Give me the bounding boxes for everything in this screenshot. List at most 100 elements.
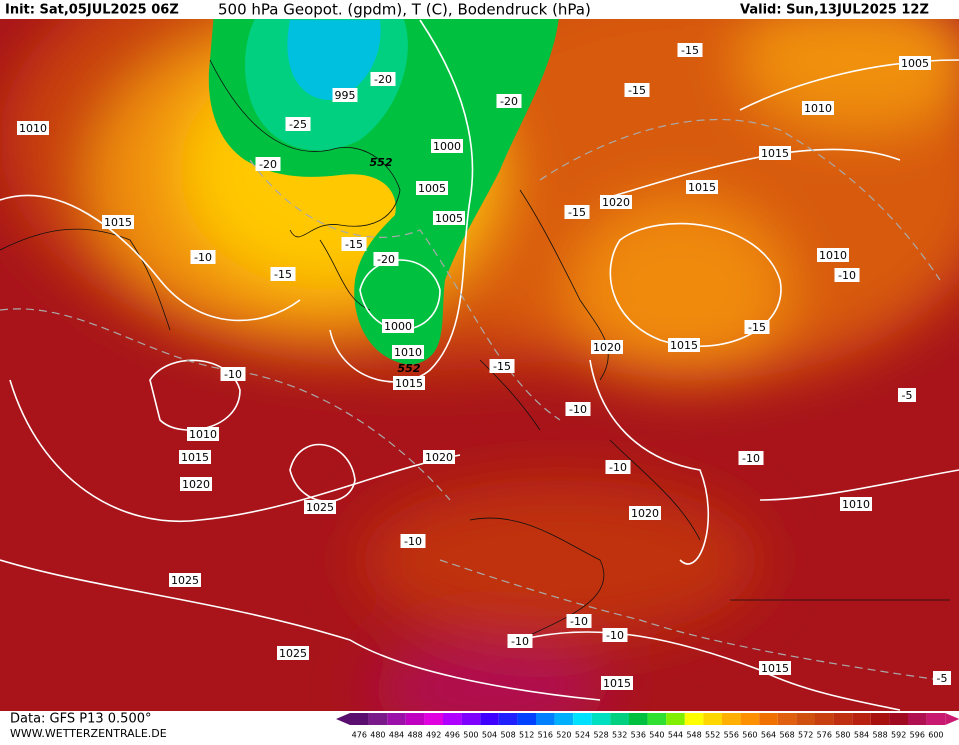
scale-label: 560 (742, 731, 757, 740)
scale-label: 540 (649, 731, 664, 740)
contour-label: -15 (568, 206, 586, 219)
scale-label: 568 (779, 731, 794, 740)
scale-box (703, 713, 722, 725)
scale-label: 600 (928, 731, 943, 740)
scale-label: 504 (482, 731, 497, 740)
scale-box (777, 713, 797, 725)
trough-center (287, 20, 381, 100)
label-box (179, 450, 211, 464)
scale-label: 516 (538, 731, 553, 740)
contour-label: -20 (259, 158, 277, 171)
label-box (270, 267, 296, 281)
scale-label: 564 (761, 731, 776, 740)
valid-time: Valid: Sun,13JUL2025 12Z (740, 3, 929, 18)
contour-label: -5 (937, 672, 948, 685)
scale-label: 584 (854, 731, 869, 740)
website: WWW.WETTERZENTRALE.DE (10, 727, 167, 740)
contour-label: -20 (500, 95, 518, 108)
scale-label: 508 (500, 731, 515, 740)
label-box (605, 460, 631, 474)
contour-label: -10 (570, 615, 588, 628)
scale-label: 476 (352, 731, 367, 740)
contour-label: -10 (838, 269, 856, 282)
scale-box (796, 713, 815, 725)
label-box (382, 319, 414, 333)
label-box (496, 94, 522, 108)
contour-label: 1015 (181, 451, 209, 464)
contour-label: -10 (609, 461, 627, 474)
contour-label: 1000 (433, 140, 461, 153)
label-box (190, 250, 216, 264)
scale-box (666, 713, 685, 725)
label-box (624, 83, 650, 97)
label-box (423, 450, 455, 464)
scale-box (610, 713, 629, 725)
scale-label: 488 (407, 731, 422, 740)
label-box (834, 268, 860, 282)
height-label: 552 (398, 362, 421, 375)
label-box (759, 146, 791, 160)
contour-label: 1015 (395, 377, 423, 390)
scale-label: 572 (798, 731, 813, 740)
contour-label: -25 (289, 118, 307, 131)
contour-label: -20 (374, 73, 392, 86)
label-box (602, 628, 628, 642)
contour-label: -10 (606, 629, 624, 642)
label-box (744, 320, 770, 334)
scale-box (870, 713, 890, 725)
label-box (285, 117, 311, 131)
label-box (102, 215, 134, 229)
label-box (668, 338, 700, 352)
contour-label: -10 (194, 251, 212, 264)
scale-box (629, 713, 648, 725)
label-box (817, 248, 849, 262)
scale-label: 580 (835, 731, 850, 740)
label-box (332, 88, 358, 102)
label-box (738, 451, 764, 465)
label-box (601, 676, 633, 690)
contour-label: 1020 (631, 507, 659, 520)
scale-label: 500 (463, 731, 478, 740)
color-scale: 476 480 484 488 492 496 500 504 508 512 516 520 524 5… (336, 713, 959, 740)
scale-label: 556 (724, 731, 739, 740)
contour-label: 1010 (819, 249, 847, 262)
scale-box (573, 713, 592, 725)
scale-label: 480 (370, 731, 385, 740)
contour-label: 1020 (425, 451, 453, 464)
scale-box (424, 713, 443, 725)
scale-label: 492 (426, 731, 441, 740)
contour-label: 1005 (901, 57, 929, 70)
scale-box (833, 713, 853, 725)
scale-label: 512 (519, 731, 534, 740)
label-box (416, 181, 448, 195)
contour-label: -15 (345, 238, 363, 251)
scale-label: 536 (631, 731, 646, 740)
label-box (600, 195, 632, 209)
data-source: Data: GFS P13 0.500° (10, 712, 152, 727)
scale-label: 552 (705, 731, 720, 740)
coastlines (0, 59, 950, 641)
label-box (899, 56, 931, 70)
label-box (373, 252, 399, 266)
scale-label: 532 (612, 731, 627, 740)
scale-box (480, 713, 499, 725)
scale-box (591, 713, 611, 725)
label-box (255, 157, 281, 171)
contour-label: 1020 (602, 196, 630, 209)
contour-label: 1015 (104, 216, 132, 229)
scale-box (889, 713, 908, 725)
scale-box (405, 713, 425, 725)
contour-label: 1010 (189, 428, 217, 441)
contour-label: -10 (569, 403, 587, 416)
contour-label: -15 (628, 84, 646, 97)
label-box (169, 573, 201, 587)
label-box (564, 205, 590, 219)
label-box (507, 634, 533, 648)
scale-box (647, 713, 667, 725)
scale-box (443, 713, 462, 725)
scale-box (536, 713, 555, 725)
scale-box (852, 713, 871, 725)
label-box (220, 367, 246, 381)
label-box (840, 497, 872, 511)
scale-box (926, 713, 946, 725)
